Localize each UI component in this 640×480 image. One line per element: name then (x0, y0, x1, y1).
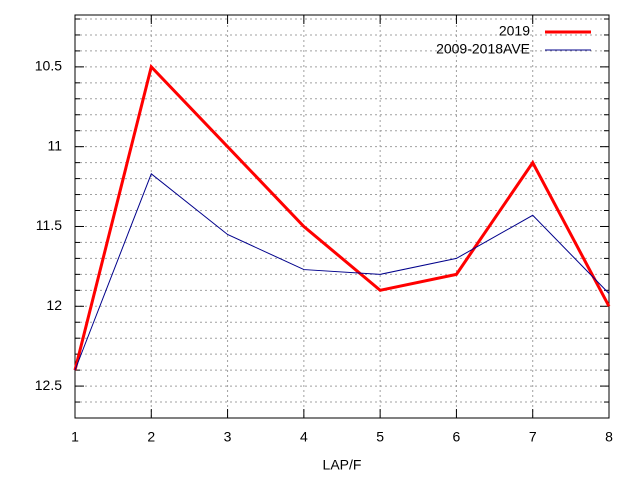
x-tick-label: 2 (147, 429, 155, 445)
line-series (73, 63, 611, 371)
x-tick-label: 4 (300, 429, 308, 445)
plot-frame (74, 14, 610, 419)
y-tick-label: 10.5 (35, 58, 62, 74)
legend-label: 2009-2018AVE (436, 41, 530, 57)
x-tick-label: 5 (376, 429, 384, 445)
x-axis-label: LAP/F (323, 457, 362, 473)
x-tick-label: 8 (605, 429, 613, 445)
x-tick-label: 1 (71, 429, 79, 445)
y-tick-label: 12 (46, 297, 62, 313)
line-series (74, 172, 610, 371)
x-tick-label: 6 (453, 429, 461, 445)
legend-label: 2019 (499, 23, 530, 39)
x-tick-label: 3 (224, 429, 232, 445)
x-tick-label: 7 (529, 429, 537, 445)
y-tick-label: 12.5 (35, 377, 62, 393)
y-tick-label: 11 (47, 137, 62, 153)
y-tick-label: 11.5 (36, 217, 62, 233)
